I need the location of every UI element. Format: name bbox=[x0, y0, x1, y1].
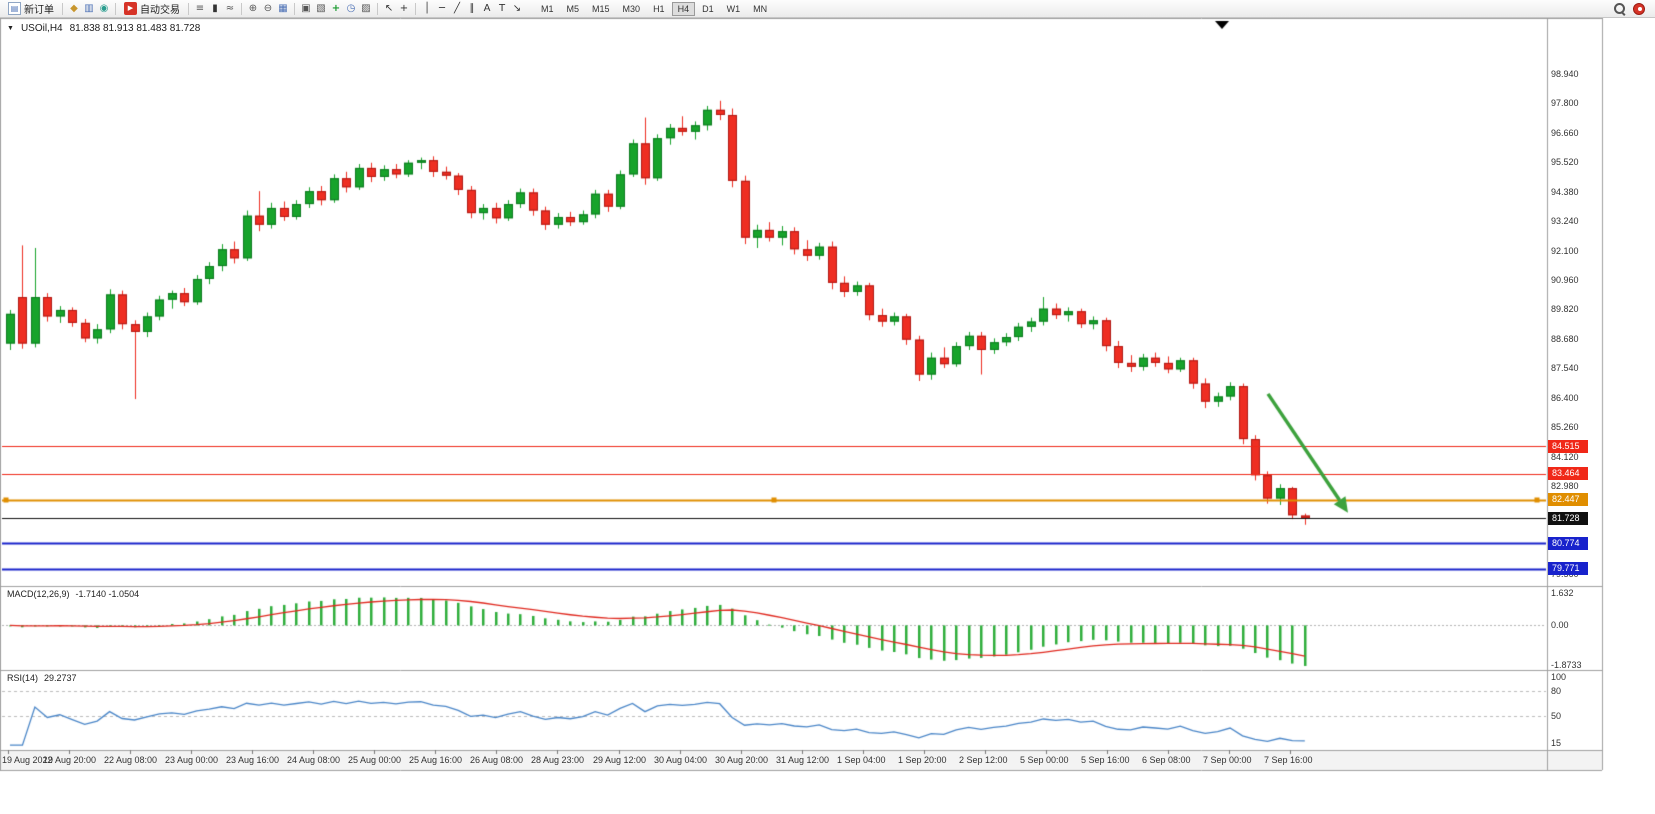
timeframe-h4[interactable]: H4 bbox=[671, 1, 696, 16]
market-watch-icon[interactable]: ▥ bbox=[84, 2, 94, 14]
search-icon[interactable] bbox=[1613, 2, 1626, 15]
template-icon[interactable]: ▨ bbox=[361, 2, 371, 14]
toolbar-separator bbox=[188, 2, 189, 15]
toolbar-separator bbox=[115, 2, 116, 15]
zoom-in-icon[interactable]: ⊕ bbox=[248, 2, 258, 14]
toolbar-separator bbox=[377, 2, 378, 15]
timeframe-mn[interactable]: MN bbox=[753, 3, 768, 14]
timeframe-h1[interactable]: H1 bbox=[653, 3, 665, 14]
channel-tool-icon[interactable]: ∥ bbox=[469, 2, 475, 14]
label-tool-icon[interactable]: T bbox=[498, 2, 506, 14]
line-chart-icon[interactable]: ≈ bbox=[225, 2, 235, 14]
toolbar-separator bbox=[415, 2, 416, 15]
zoom-out-icon[interactable]: ⊖ bbox=[263, 2, 273, 14]
period-icon[interactable]: ◷ bbox=[346, 2, 356, 14]
alert-icon[interactable] bbox=[1633, 2, 1645, 15]
text-tool-icon[interactable]: A bbox=[483, 2, 491, 14]
new-order-label: 新订单 bbox=[24, 5, 54, 16]
timeframe-w1[interactable]: W1 bbox=[726, 3, 741, 14]
bar-chart-icon[interactable]: ≡ bbox=[195, 2, 205, 14]
auto-trading-button[interactable]: ▶ 自动交易 bbox=[120, 1, 184, 16]
navigator-icon[interactable]: ◉ bbox=[99, 2, 109, 14]
timeframe-d1[interactable]: D1 bbox=[702, 3, 714, 14]
candlestick-chart-icon[interactable]: ▮ bbox=[212, 2, 218, 14]
timeframe-m5[interactable]: M5 bbox=[566, 3, 580, 14]
timeframe-group: M1 M5 M15 M30 H1 H4 D1 W1 MN bbox=[535, 1, 773, 16]
add-indicator-icon[interactable]: + bbox=[331, 2, 341, 14]
toolbar: ▤ 新订单 ◆ ▥ ◉ ▶ 自动交易 ≡ ▮ ≈ ⊕ ⊖ ▦ ▣ ▧ + ◷ ▨… bbox=[0, 0, 1655, 18]
arrow-tool-icon[interactable]: ↘ bbox=[512, 2, 522, 14]
toolbar-separator bbox=[62, 2, 63, 15]
auto-trading-icon: ▶ bbox=[124, 2, 137, 15]
cursor-icon[interactable]: ↖ bbox=[384, 2, 394, 14]
vertical-line-tool-icon[interactable]: │ bbox=[423, 2, 431, 14]
trendline-tool-icon[interactable]: ╱ bbox=[453, 2, 461, 14]
price-chart-canvas[interactable] bbox=[0, 18, 1655, 814]
toolbar-separator bbox=[241, 2, 242, 15]
tile-windows-icon[interactable]: ▦ bbox=[278, 2, 288, 14]
timeframe-m30[interactable]: M30 bbox=[622, 3, 641, 14]
auto-trading-label: 自动交易 bbox=[140, 5, 180, 16]
new-order-button[interactable]: ▤ 新订单 bbox=[4, 1, 58, 16]
timeframe-m15[interactable]: M15 bbox=[592, 3, 610, 14]
toolbar-right bbox=[1613, 2, 1645, 15]
timeframe-m1[interactable]: M1 bbox=[541, 3, 554, 14]
profiles-icon[interactable]: ▧ bbox=[316, 2, 326, 14]
toolbar-separator bbox=[294, 2, 295, 15]
crosshair-icon[interactable]: + bbox=[399, 2, 409, 14]
new-chart-icon[interactable]: ▣ bbox=[301, 2, 311, 14]
horizontal-line-tool-icon[interactable]: ─ bbox=[438, 2, 446, 14]
new-order-icon: ▤ bbox=[8, 2, 21, 15]
favorites-icon[interactable]: ◆ bbox=[70, 2, 78, 14]
